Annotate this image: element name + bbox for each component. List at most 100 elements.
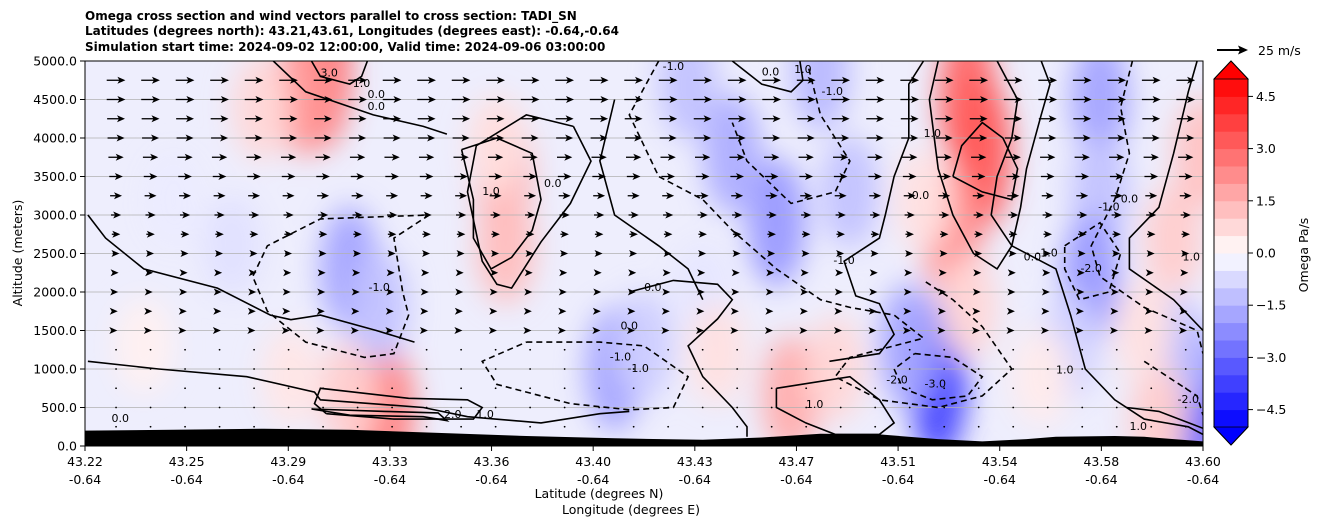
wind-vector-dot (805, 368, 808, 370)
contour-label: -2.0 (1178, 393, 1199, 406)
wind-vector-dot (770, 406, 773, 409)
wind-vector-head (1148, 211, 1157, 219)
wind-vector-head (185, 115, 194, 123)
wind-vector-dot (1081, 348, 1084, 351)
wind-vector-head (979, 115, 988, 123)
omega-cell (791, 61, 850, 131)
wind-vector-head (772, 115, 781, 123)
y-tick-label: 3000.0 (33, 208, 77, 223)
wind-vector-head (1014, 96, 1023, 103)
wind-vector-dot (184, 368, 186, 370)
wind-vector-head (1041, 288, 1050, 296)
wind-vector-head (1048, 115, 1057, 123)
wind-vector-head (182, 211, 191, 219)
wind-vector-dot (218, 406, 221, 409)
wind-vector-head (523, 307, 532, 315)
wind-vector-head (730, 327, 739, 334)
wind-vector-head (213, 307, 222, 315)
wind-vector-head (324, 76, 333, 84)
wind-vector-head (876, 115, 885, 123)
wind-vector-dot (287, 368, 290, 370)
wind-vector-head (767, 230, 776, 238)
wind-vector-dot (460, 348, 463, 351)
wind-vector-head (805, 153, 814, 161)
wind-vector-dot (805, 387, 808, 390)
wind-vector-head (836, 230, 845, 238)
wind-vector-dot (598, 425, 601, 428)
y-tick-label: 4500.0 (33, 92, 77, 107)
wind-vector-head (629, 230, 638, 238)
wind-vector-head (975, 211, 984, 219)
x-tick-label-lon: -0.64 (984, 472, 1016, 487)
wind-vector-head (250, 230, 259, 238)
wind-vector-head (870, 250, 879, 257)
wind-vector-dot (805, 406, 808, 409)
wind-vector-dot (391, 387, 394, 390)
wind-vector-dot (149, 348, 152, 351)
omega-cell (261, 327, 321, 427)
wind-vector-dot (287, 348, 290, 351)
wind-vector-head (700, 192, 709, 200)
omega-cell (659, 61, 718, 141)
colorbar-extend-high (1213, 60, 1249, 80)
wind-vector-head (1179, 327, 1188, 334)
wind-vector-head (599, 134, 608, 142)
wind-vector-dot (115, 387, 117, 390)
wind-vector-head (286, 192, 295, 200)
wind-vector-dot (874, 387, 877, 390)
wind-vector-head (842, 96, 851, 103)
omega-cell (1012, 328, 1071, 426)
wind-vector-dot (1012, 406, 1015, 409)
contour-label: 0.0 (621, 320, 639, 333)
x-tick-label-lon: -0.64 (577, 472, 609, 487)
x-axis-label-secondary: Longitude (degrees E) (562, 502, 700, 517)
wind-vector-head (910, 115, 919, 123)
wind-vector-head (631, 192, 640, 200)
wind-vector-head (835, 269, 844, 277)
wind-vector-head (669, 115, 678, 123)
wind-vector-dot (356, 348, 359, 351)
wind-vector-head (289, 115, 298, 123)
wind-vector-head (592, 307, 601, 315)
wind-vector-head (732, 250, 741, 257)
wind-vector-head (1151, 134, 1160, 142)
wind-vector-dot (218, 348, 221, 351)
wind-vector-head (1079, 211, 1088, 219)
contour-label: -1.0 (1098, 200, 1119, 213)
wind-vector-head (1115, 173, 1124, 180)
wind-vector-head (833, 327, 842, 334)
wind-vector-dot (736, 368, 739, 370)
wind-vector-dot (253, 348, 255, 351)
wind-vector-dot (632, 406, 635, 409)
wind-vector-head (427, 96, 436, 103)
omega-cell (114, 298, 173, 394)
wind-vector-head (939, 250, 948, 257)
wind-vector-dot (770, 368, 773, 370)
wind-vector-head (770, 173, 779, 180)
wind-vector-head (289, 96, 298, 103)
colorbar-step (1214, 183, 1248, 202)
wind-vector-head (1049, 76, 1058, 84)
wind-vector-head (185, 134, 194, 142)
wind-vector-head (633, 153, 642, 161)
wind-vector-head (903, 307, 912, 315)
contour-label: 0.0 (644, 281, 662, 294)
wind-vector-head (1187, 76, 1196, 84)
wind-vector-head (531, 76, 540, 84)
x-tick-label-lon: -0.64 (780, 472, 812, 487)
contour-line (893, 352, 984, 401)
wind-vector-head (565, 76, 574, 84)
wind-vector-head (282, 288, 291, 296)
wind-vector-head (220, 96, 229, 103)
wind-vector-dot (977, 425, 980, 428)
wind-vector-head (834, 288, 843, 296)
wind-vector-head (1180, 269, 1189, 277)
wind-vector-head (1147, 230, 1156, 238)
chart-title-line-2: Latitudes (degrees north): 43.21,43.61, … (85, 24, 619, 38)
wind-vector-head (1010, 211, 1019, 219)
wind-vector-head (669, 96, 678, 103)
contour-line (251, 214, 430, 359)
wind-vector-dot (943, 368, 946, 370)
contour-line (1126, 406, 1203, 430)
x-tick-label-lat: 43.40 (575, 454, 611, 469)
